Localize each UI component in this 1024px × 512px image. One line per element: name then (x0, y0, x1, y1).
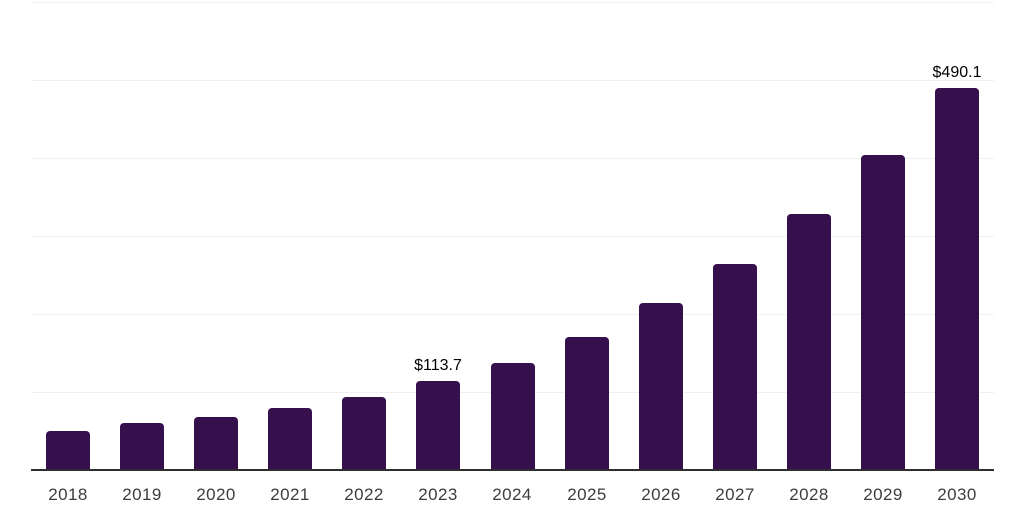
bar-2027[interactable] (713, 264, 757, 470)
x-tick-2026: 2026 (641, 485, 681, 504)
x-tick-2018: 2018 (48, 485, 88, 504)
bar-2026[interactable] (639, 303, 683, 470)
x-tick-2023: 2023 (418, 485, 458, 504)
value-label-2030: $490.1 (932, 64, 982, 81)
gridline-500 (31, 80, 994, 81)
x-tick-2027: 2027 (715, 485, 755, 504)
bar-2018[interactable] (46, 431, 90, 470)
bar-2029[interactable] (861, 155, 905, 470)
bar-2022[interactable] (342, 397, 386, 470)
bar-2023[interactable] (416, 381, 460, 470)
x-tick-2022: 2022 (344, 485, 384, 504)
bar-2025[interactable] (565, 337, 609, 470)
value-label-2023: $113.7 (414, 357, 462, 374)
bar-2028[interactable] (787, 214, 831, 470)
x-tick-2020: 2020 (196, 485, 236, 504)
bar-2024[interactable] (491, 363, 535, 470)
gridline-200 (31, 314, 994, 315)
bar-2021[interactable] (268, 408, 312, 470)
bar-2020[interactable] (194, 417, 238, 470)
bar-2019[interactable] (120, 423, 164, 470)
x-axis-line (31, 469, 994, 471)
x-tick-2021: 2021 (270, 485, 310, 504)
gridline-600 (31, 2, 994, 3)
x-tick-2028: 2028 (789, 485, 829, 504)
x-tick-2024: 2024 (492, 485, 532, 504)
x-tick-2030: 2030 (937, 485, 977, 504)
gridline-300 (31, 236, 994, 237)
x-tick-2029: 2029 (863, 485, 903, 504)
x-tick-2025: 2025 (567, 485, 607, 504)
bar-2030[interactable] (935, 88, 979, 470)
gridline-400 (31, 158, 994, 159)
x-tick-2019: 2019 (122, 485, 162, 504)
